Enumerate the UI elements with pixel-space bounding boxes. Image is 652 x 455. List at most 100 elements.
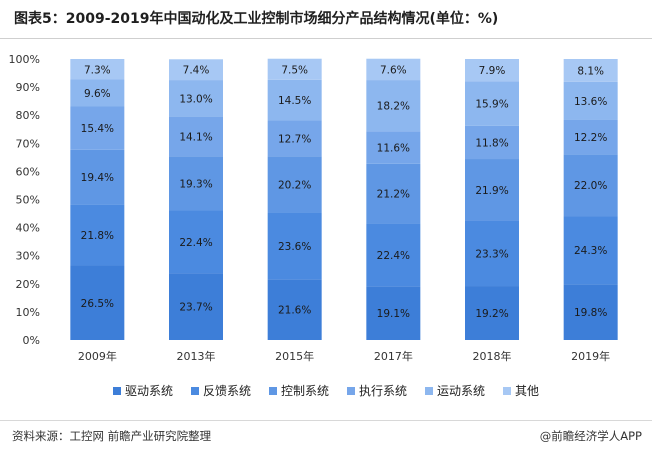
legend-swatch <box>503 386 512 395</box>
data-label: 20.2% <box>278 180 311 192</box>
bar-segment <box>366 80 421 132</box>
bars: 26.5%21.8%19.4%15.4%9.6%7.3%23.7%22.4%19… <box>70 58 618 340</box>
bar-segment <box>169 210 223 274</box>
bar-segment <box>169 80 223 117</box>
data-label: 11.6% <box>377 143 410 155</box>
legend-swatch <box>347 386 355 395</box>
bar-segment <box>366 286 421 340</box>
credit-note: @前瞻经济学人APP <box>539 429 642 443</box>
data-label: 13.0% <box>179 93 212 105</box>
footer-divider <box>0 420 652 421</box>
bar-segment <box>267 79 322 121</box>
bar-stack: 23.7% 22.4% 19.3% 14.1% 13.0% 7.4% <box>169 59 223 340</box>
bar-segment <box>465 220 519 287</box>
x-tick-label: 2017年 <box>374 349 413 363</box>
data-label: 23.7% <box>179 302 212 314</box>
bar-segment <box>267 120 322 157</box>
bar-stack: 26.5% 21.8% 19.4% 15.4% 9.6% 7.3% <box>70 59 125 340</box>
bar-segment <box>267 156 322 213</box>
legend-item: 其他 <box>503 382 539 399</box>
y-tick-label: 100% <box>9 53 40 66</box>
data-label: 21.2% <box>377 189 410 201</box>
data-label: 19.3% <box>179 178 212 190</box>
bar-segment <box>70 59 125 80</box>
legend-swatch <box>425 386 434 395</box>
data-label: 21.9% <box>475 185 508 197</box>
legend-swatch <box>112 386 121 395</box>
y-tick-label: 20% <box>16 278 40 291</box>
y-tick-label: 90% <box>16 81 40 94</box>
legend-label: 执行系统 <box>359 384 408 398</box>
bar-segment <box>70 79 125 107</box>
data-label: 7.6% <box>380 64 407 76</box>
stacked-bar-chart: 0%10%20%30%40%50%60%70%80%90%100% 26.5%2… <box>9 53 618 363</box>
bar-segment <box>563 216 618 285</box>
y-tick-label: 40% <box>16 222 40 235</box>
x-tick-label: 2009年 <box>78 349 117 363</box>
bar-segment <box>70 204 125 266</box>
data-label: 7.3% <box>84 64 111 76</box>
y-tick-label: 60% <box>16 165 40 178</box>
legend-item: 驱动系统 <box>112 382 173 399</box>
bar-stack: 19.1% 22.4% 21.2% 11.6% 18.2% 7.6% <box>366 58 421 340</box>
bar-segment <box>169 273 223 340</box>
legend-label: 驱动系统 <box>124 384 173 398</box>
title-divider <box>0 38 652 39</box>
data-label: 19.4% <box>81 172 114 184</box>
y-axis: 0% 10% 20% 30% 40% 50% 60% 70% 80% 90% 100% <box>9 53 40 347</box>
chart-title: 图表5：2009-2019年中国动化及工业控制市场细分产品结构情况(单位：%) <box>14 11 499 27</box>
data-label: 19.8% <box>574 307 607 319</box>
data-label: 8.1% <box>577 65 604 77</box>
data-label: 14.1% <box>179 131 212 143</box>
bar-stack: 19.8% 24.3% 22.0% 12.2% 13.6% 8.1% <box>563 59 618 340</box>
data-label: 23.3% <box>475 248 508 260</box>
data-label: 21.8% <box>81 230 114 242</box>
bar-segment <box>169 116 223 157</box>
legend-item: 运动系统 <box>425 382 485 399</box>
legend-swatch <box>268 386 277 395</box>
data-label: 7.4% <box>183 65 210 77</box>
data-label: 7.9% <box>479 65 506 77</box>
bar-segment <box>366 163 421 224</box>
data-label: 19.2% <box>475 308 508 320</box>
data-label: 11.8% <box>475 137 508 149</box>
bar-segment <box>563 154 618 217</box>
y-tick-label: 50% <box>16 194 40 207</box>
bar-segment <box>366 58 421 81</box>
bar-segment <box>70 149 125 205</box>
bar-segment <box>267 58 322 80</box>
data-label: 26.5% <box>81 298 114 310</box>
data-label: 18.2% <box>377 101 410 113</box>
legend-item: 反馈系统 <box>190 382 251 399</box>
data-label: 21.6% <box>278 305 311 317</box>
x-tick-label: 2018年 <box>473 349 512 363</box>
bar-segment <box>366 131 421 164</box>
bar-segment <box>267 279 322 340</box>
bar-segment <box>465 286 519 340</box>
data-label: 12.2% <box>574 132 607 144</box>
legend-item: 执行系统 <box>347 382 407 399</box>
data-label: 15.4% <box>81 123 114 135</box>
y-tick-label: 0% <box>23 334 40 347</box>
bar-segment <box>267 212 322 280</box>
bar-segment <box>465 59 519 82</box>
data-label: 22.4% <box>179 237 212 249</box>
bar-segment <box>70 106 125 150</box>
y-tick-label: 30% <box>16 250 40 263</box>
data-label: 22.4% <box>377 250 410 262</box>
bar-segment <box>366 223 421 287</box>
data-label: 15.9% <box>475 99 508 111</box>
legend-label: 其他 <box>515 384 540 398</box>
legend-label: 反馈系统 <box>202 384 251 398</box>
data-label: 22.0% <box>574 180 607 192</box>
bar-stack: 21.6% 23.6% 20.2% 12.7% 14.5% 7.5% <box>267 58 322 340</box>
data-label: 24.3% <box>574 245 607 257</box>
bar-segment <box>465 125 519 160</box>
data-label: 13.6% <box>574 96 607 108</box>
legend-swatch <box>190 386 199 395</box>
x-tick-label: 2015年 <box>275 349 314 363</box>
source-note: 资料来源：工控网 前瞻产业研究院整理 <box>12 429 212 443</box>
x-tick-label: 2013年 <box>177 349 216 363</box>
bar-segment <box>563 119 618 155</box>
y-tick-label: 80% <box>16 109 40 122</box>
